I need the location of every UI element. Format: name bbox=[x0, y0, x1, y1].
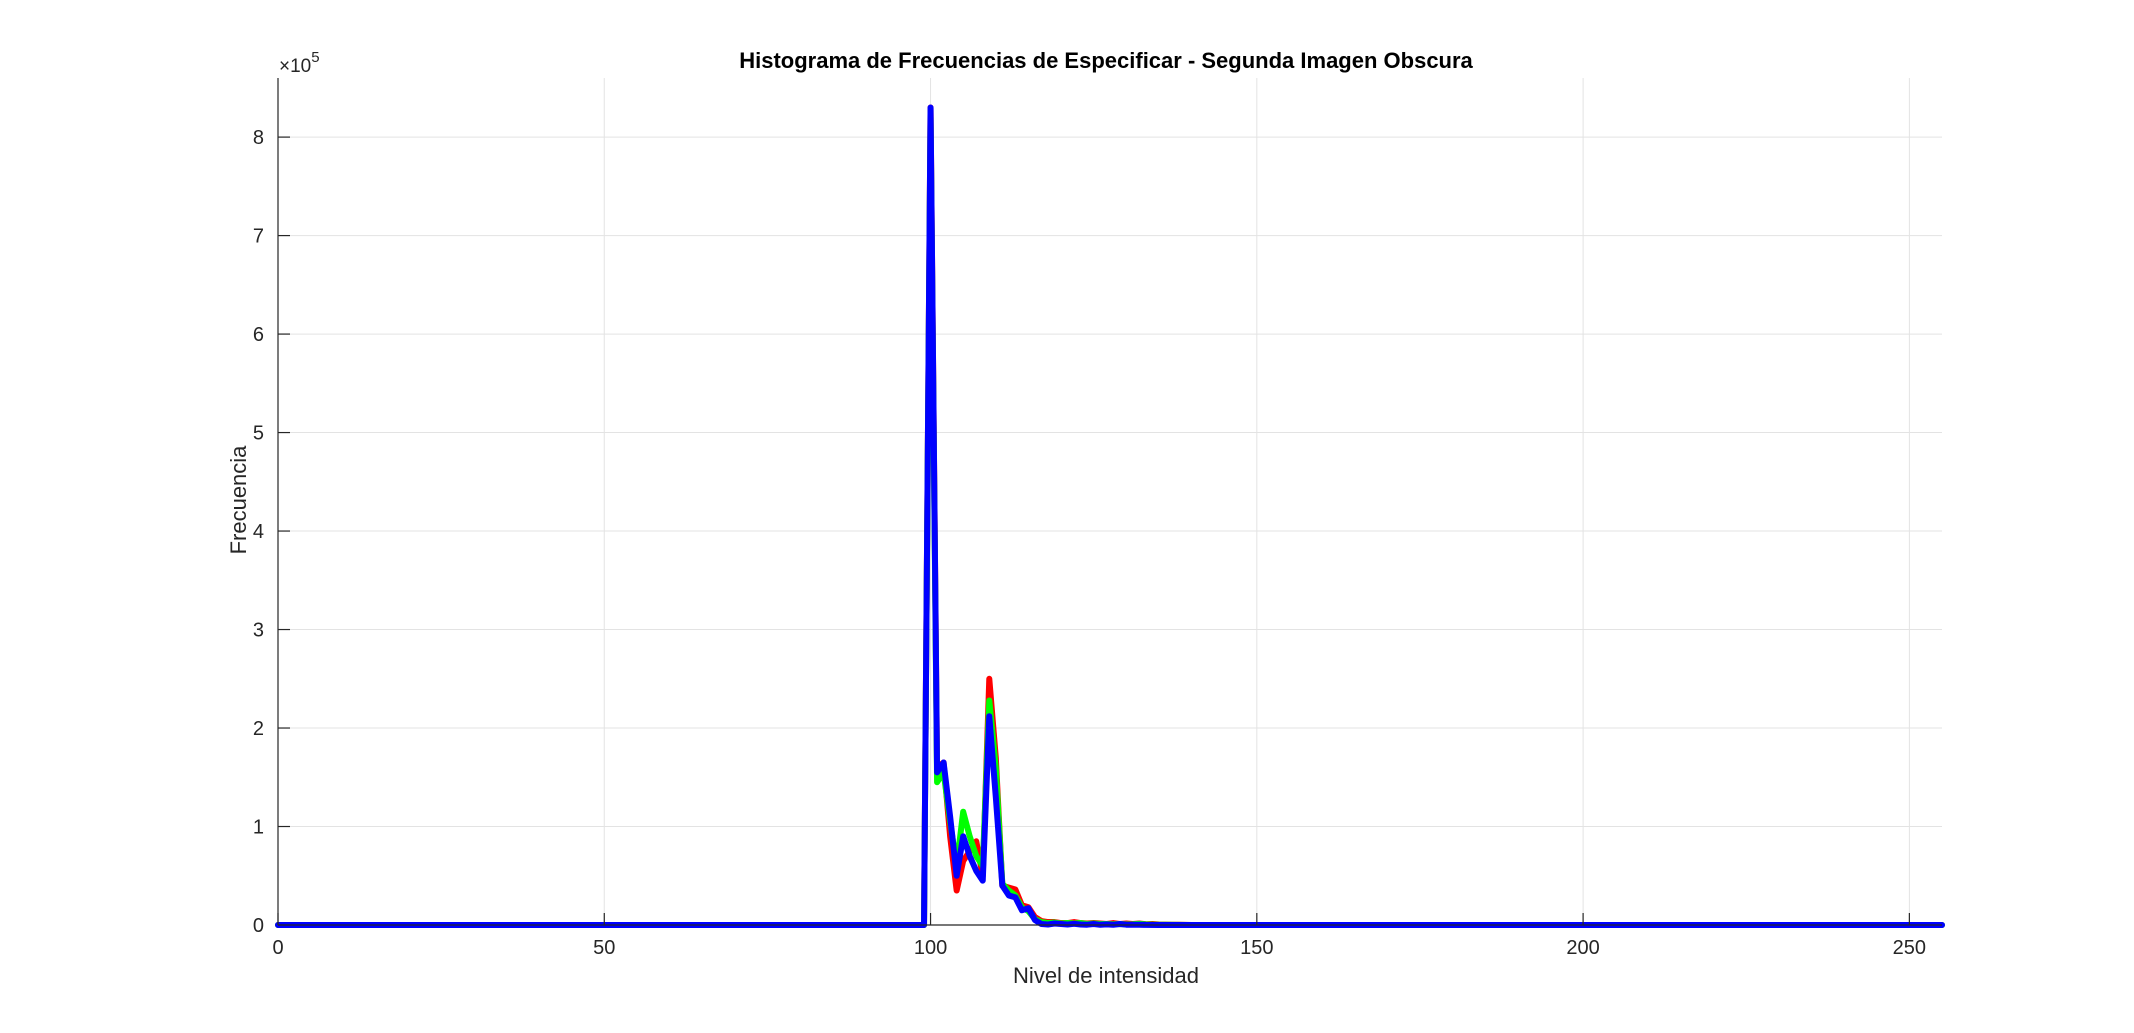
y-exponent-power: 5 bbox=[311, 49, 319, 66]
x-tick-label-0: 0 bbox=[272, 937, 283, 959]
y-tick-label-1: 1 bbox=[253, 817, 264, 839]
y-exponent-base: ×10 bbox=[279, 56, 311, 77]
chart-title: Histograma de Frecuencias de Especificar… bbox=[739, 48, 1473, 73]
y-tick-label-5: 5 bbox=[253, 423, 264, 445]
y-axis-exponent: ×105 bbox=[279, 49, 320, 77]
x-tick-label-2: 100 bbox=[914, 937, 947, 959]
y-axis-label: Frecuencia bbox=[226, 445, 251, 555]
y-tick-label-4: 4 bbox=[253, 521, 264, 543]
x-tick-label-5: 250 bbox=[1893, 937, 1926, 959]
y-tick-label-7: 7 bbox=[253, 226, 264, 248]
x-axis-label: Nivel de intensidad bbox=[1013, 963, 1199, 988]
y-tick-label-8: 8 bbox=[253, 127, 264, 149]
axes bbox=[277, 78, 1942, 926]
x-tick-label-4: 200 bbox=[1566, 937, 1599, 959]
y-tick-label-2: 2 bbox=[253, 718, 264, 740]
x-tick-label-3: 150 bbox=[1240, 937, 1273, 959]
x-tick-label-1: 50 bbox=[593, 937, 615, 959]
y-tick-label-3: 3 bbox=[253, 620, 264, 642]
y-tick-label-6: 6 bbox=[253, 324, 264, 346]
tick-labels: 0 50 100 150 200 250 0 1 2 3 4 5 6 7 8 bbox=[253, 127, 1926, 959]
grid-lines bbox=[278, 78, 1942, 925]
y-tick-label-0: 0 bbox=[253, 915, 264, 937]
